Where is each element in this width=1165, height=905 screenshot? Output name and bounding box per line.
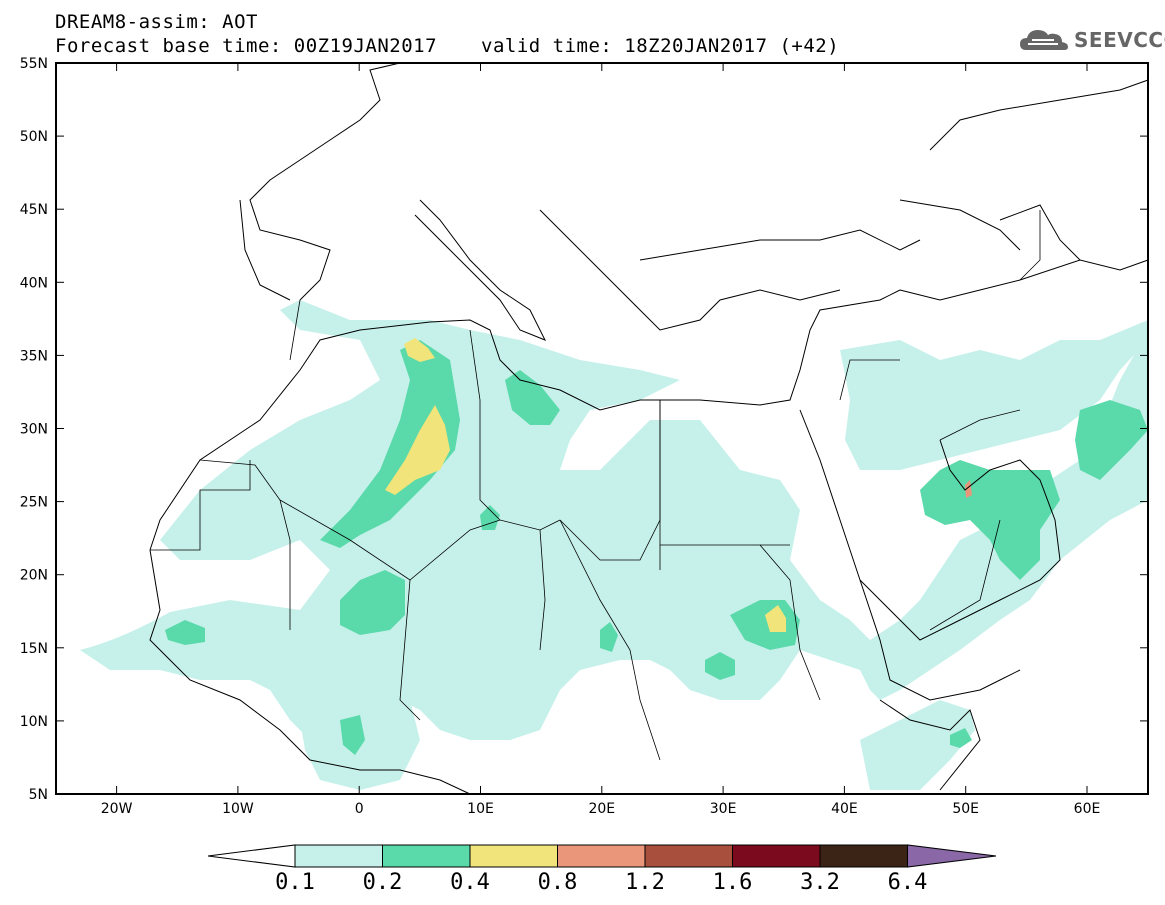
colorbar-segment — [294, 844, 383, 868]
lat-label: 10N — [20, 714, 48, 730]
colorbar-segment — [557, 844, 646, 868]
lon-label: 50E — [952, 801, 979, 817]
seevccc-logo: SEEVCCC — [1018, 22, 1165, 58]
valid-time: valid time: 18Z20JAN2017 (+42) — [481, 35, 840, 57]
colorbar-label: 0.4 — [450, 870, 490, 895]
colorbar — [207, 844, 997, 868]
lon-label: 10W — [222, 801, 254, 817]
lon-label: 0 — [355, 801, 364, 817]
lat-label: 25N — [20, 495, 48, 511]
colorbar-segment — [469, 844, 558, 868]
longitude-axis: 20W 10W 0 10E 20E 30E 40E 50E 60E — [101, 63, 1101, 817]
lon-label: 20E — [588, 801, 615, 817]
lon-label: 40E — [831, 801, 858, 817]
logo-text: SEEVCCC — [1074, 28, 1165, 52]
lat-label: 45N — [20, 202, 48, 218]
lat-label: 5N — [29, 787, 48, 803]
lon-label: 20W — [101, 801, 133, 817]
lat-label: 30N — [20, 422, 48, 438]
map-title: DREAM8-assim: AOT — [55, 11, 258, 33]
colorbar-label: 6.4 — [887, 870, 928, 895]
forecast-base-time: Forecast base time: 00Z19JAN2017 — [55, 35, 438, 57]
colorbar-label: 0.8 — [537, 870, 578, 895]
lon-label: 30E — [710, 801, 737, 817]
lat-label: 15N — [20, 641, 48, 657]
aot-contours — [80, 300, 1148, 790]
colorbar-label: 0.2 — [362, 870, 403, 895]
cloud-icon — [1020, 30, 1068, 50]
lat-label: 40N — [20, 275, 48, 291]
colorbar-label: 1.2 — [625, 870, 665, 895]
lon-label: 10E — [467, 801, 494, 817]
borders — [150, 210, 1041, 761]
lat-label: 20N — [20, 568, 48, 584]
lat-label: 50N — [20, 129, 48, 145]
colorbar-label: 3.2 — [800, 870, 840, 895]
colorbar-segment — [732, 844, 821, 868]
colorbar-segment — [644, 844, 733, 868]
colorbar-under-arrow — [207, 844, 296, 868]
latitude-axis: 55N 50N 45N 40N 35N 30N 25N 20N 15N 10N 5N — [20, 56, 1148, 803]
colorbar-label: 1.6 — [712, 870, 753, 895]
lat-label: 55N — [20, 56, 48, 72]
lon-label: 60E — [1074, 801, 1101, 817]
colorbar-segment — [819, 844, 908, 868]
colorbar-segment — [382, 844, 471, 868]
lat-label: 35N — [20, 348, 48, 364]
coastlines — [149, 62, 1149, 795]
colorbar-over-arrow — [907, 844, 997, 868]
colorbar-label: 0.1 — [275, 870, 315, 895]
